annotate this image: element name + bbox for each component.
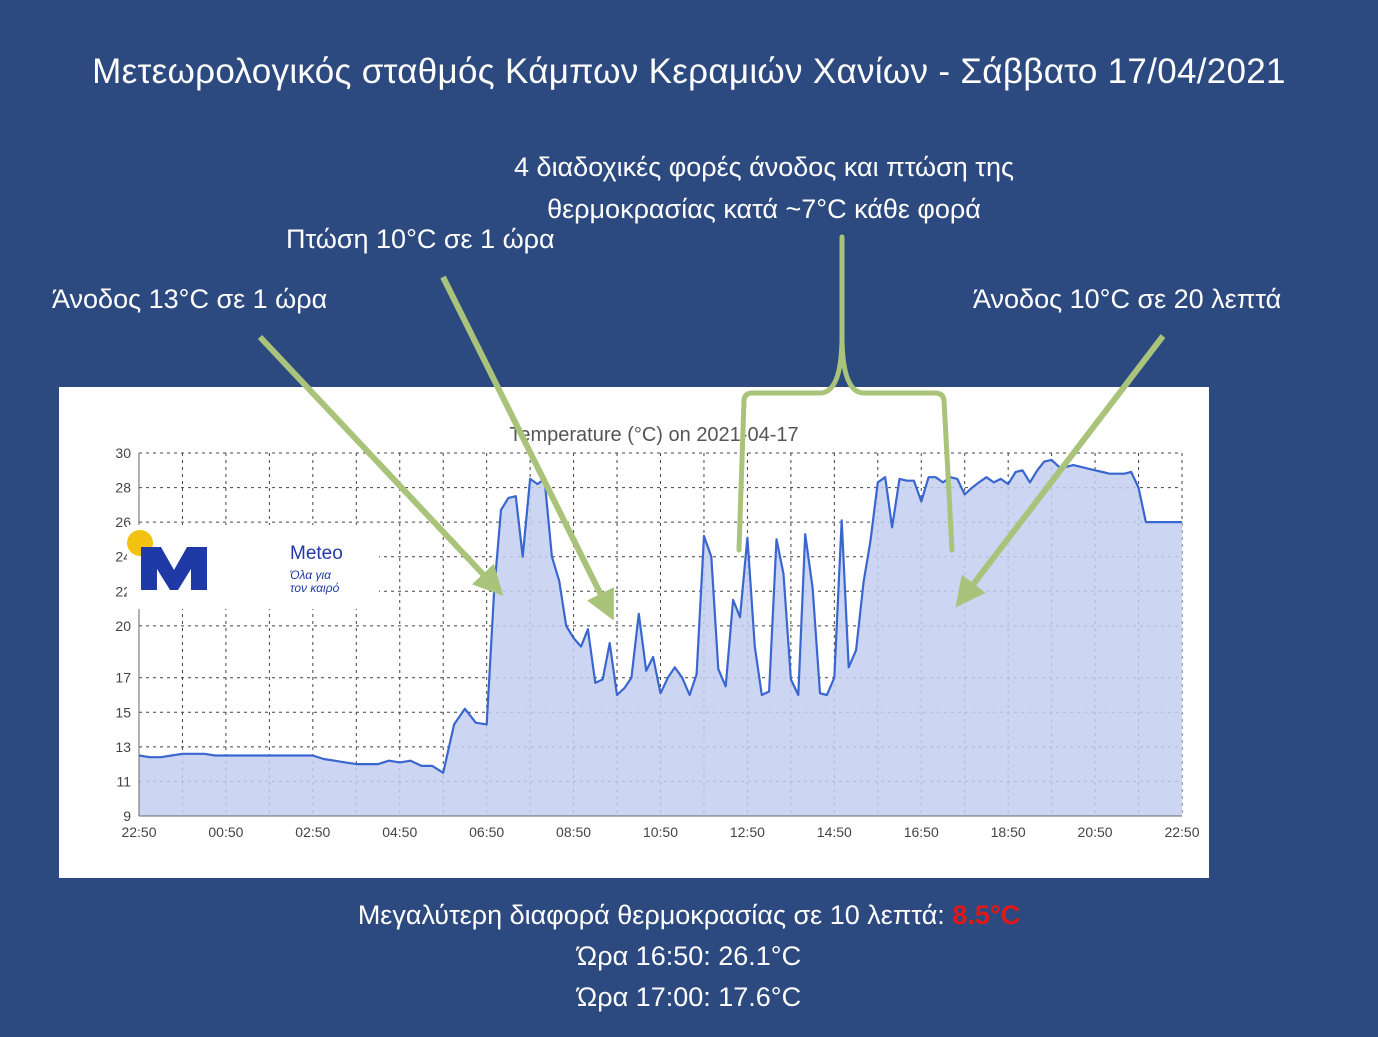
x-tick-label: 14:50: [817, 824, 852, 840]
annotation-drop: Πτώση 10°C σε 1 ώρα: [286, 224, 555, 254]
y-tick-label: 28: [115, 480, 131, 496]
y-tick-label: 20: [115, 618, 131, 634]
y-tick-label: 11: [116, 773, 131, 789]
x-tick-label: 04:50: [382, 824, 417, 840]
meteo-logo-mark: [127, 530, 207, 590]
x-tick-label: 02:50: [295, 824, 330, 840]
x-tick-label: 06:50: [469, 824, 504, 840]
footer-line1: Μεγαλύτερη διαφορά θερμοκρασίας σε 10 λε…: [0, 895, 1378, 936]
x-tick-label: 22:50: [121, 824, 156, 840]
x-tick-label: 12:50: [730, 824, 765, 840]
page-title: Μετεωρολογικός σταθμός Κάμπων Κεραμιών Χ…: [92, 52, 1286, 91]
temperature-chart: Temperature (°C) on 2021-04-17 9 11 13 15 17…: [115, 424, 1199, 840]
footer-max-diff-value: 8.5°C: [952, 900, 1021, 930]
x-tick-label: 16:50: [904, 824, 939, 840]
logo-tagline-line2: τον καιρό: [290, 581, 340, 595]
annotation-sequence: 4 διαδοχικές φορές άνοδος και πτώση της …: [0, 146, 1378, 230]
footer-line1-text: Μεγαλύτερη διαφορά θερμοκρασίας σε 10 λε…: [357, 900, 953, 930]
meteo-logo: Meteo Όλα για τον καιρό: [127, 525, 379, 609]
x-tick-label: 20:50: [1078, 824, 1113, 840]
annotation-sequence-line1: 4 διαδοχικές φορές άνοδος και πτώση της: [514, 152, 1014, 182]
annotation-sequence-line2: θερμοκρασίας κατά ~7°C κάθε φορά: [547, 194, 981, 224]
y-tick-label: 30: [115, 445, 131, 461]
chart-title: Temperature (°C) on 2021-04-17: [509, 424, 798, 446]
logo-name: Meteo: [290, 543, 343, 564]
y-tick-label: 13: [115, 739, 131, 755]
footer-line3: Ώρα 17:00: 17.6°C: [576, 982, 802, 1012]
annotation-rise-20min: Άνοδος 10°C σε 20 λεπτά: [973, 284, 1282, 314]
y-tick-label: 15: [115, 704, 131, 720]
logo-tagline: Όλα για τον καιρό: [290, 569, 339, 595]
x-tick-label: 22:50: [1164, 824, 1199, 840]
chart-panel: Temperature (°C) on 2021-04-17 9 11 13 15 17…: [59, 387, 1209, 878]
annotation-rise-hour: Άνοδος 13°C σε 1 ώρα: [52, 284, 328, 314]
footer-line2: Ώρα 16:50: 26.1°C: [576, 941, 802, 971]
y-tick-label: 9: [123, 808, 131, 824]
x-tick-label: 18:50: [991, 824, 1026, 840]
y-tick-label: 17: [115, 670, 131, 686]
x-tick-label: 08:50: [556, 824, 591, 840]
x-tick-label: 10:50: [643, 824, 678, 840]
footer-summary: Μεγαλύτερη διαφορά θερμοκρασίας σε 10 λε…: [0, 895, 1378, 1018]
x-tick-label: 00:50: [208, 824, 243, 840]
